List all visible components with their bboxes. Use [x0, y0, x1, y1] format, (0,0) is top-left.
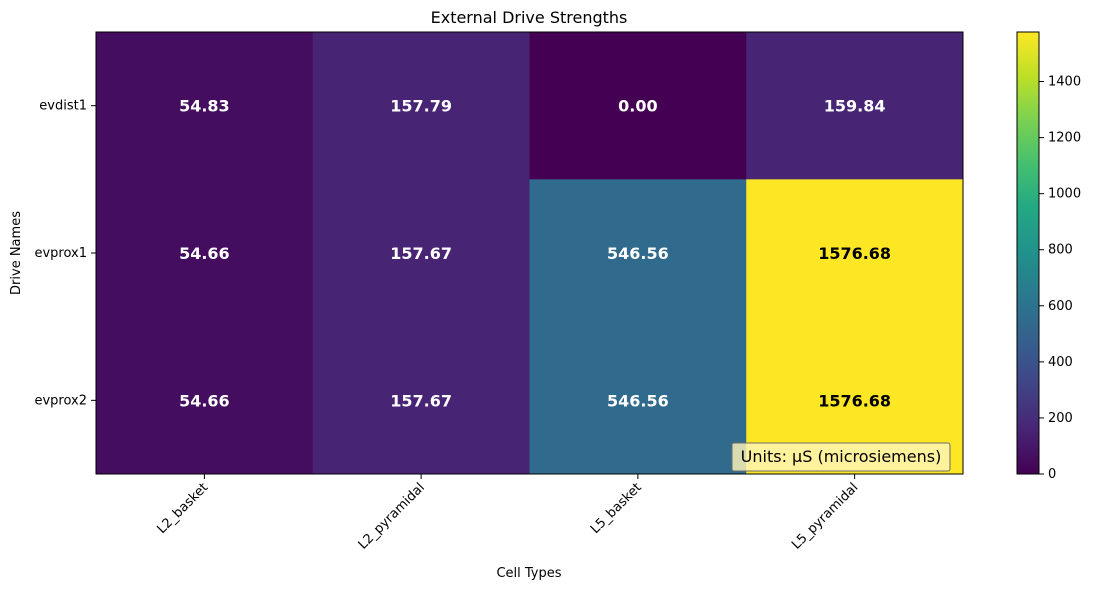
cell-value-label: 54.66 [179, 244, 230, 263]
cell-value-label: 54.66 [179, 391, 230, 410]
units-annotation: Units: μS (microsiemens) [731, 442, 951, 472]
heatmap-cell [529, 32, 747, 180]
colorbar-tick-label: 0 [1048, 467, 1056, 482]
y-tick-label: evprox2 [34, 393, 87, 408]
x-axis: L2_basket L2_pyramidal L5_basket L5_pyramid… [155, 474, 861, 553]
heatmap-cell-labels: 54.83 157.79 0.00 159.84 54.66 157.67 546.56 15… [179, 97, 891, 411]
y-tick-label: evdist1 [39, 99, 87, 114]
units-annotation-box [731, 442, 951, 472]
colorbar [1016, 31, 1040, 475]
colorbar-tick-label: 800 [1048, 243, 1073, 258]
y-axis: evdist1 evprox1 evprox2 [34, 99, 96, 408]
colorbar-ticks: 0 200 400 600 800 1000 1200 1400 [1039, 75, 1081, 482]
cell-value-label: 157.67 [390, 391, 452, 410]
cell-value-label: 157.79 [390, 97, 452, 116]
chart-title: External Drive Strengths [431, 8, 628, 27]
cell-value-label: 1576.68 [818, 391, 891, 410]
cell-value-label: 546.56 [607, 391, 669, 410]
heatmap-cell [746, 179, 964, 328]
cell-value-label: 157.67 [390, 244, 452, 263]
heatmap-cells [96, 32, 964, 475]
colorbar-tick-label: 1200 [1048, 131, 1081, 146]
y-axis-label: Drive Names [9, 211, 24, 295]
heatmap-cell [312, 326, 530, 475]
x-tick-label: L5_pyramidal [789, 480, 861, 552]
colorbar-tick-label: 400 [1048, 355, 1073, 370]
colorbar-tick-label: 200 [1048, 411, 1073, 426]
heatmap-cell [746, 32, 964, 180]
y-tick-label: evprox1 [34, 246, 87, 261]
x-tick-label: L2_basket [155, 480, 212, 537]
heatmap-cell [96, 326, 314, 475]
heatmap-cell [96, 179, 314, 328]
heatmap-cell [529, 179, 747, 328]
heatmap-cell [96, 32, 314, 180]
cell-value-label: 54.83 [179, 97, 230, 116]
heatmap-cell [312, 179, 530, 328]
x-axis-label: Cell Types [496, 566, 561, 581]
colorbar-tick-label: 1400 [1048, 75, 1081, 90]
colorbar-tick-label: 1000 [1048, 187, 1081, 202]
cell-value-label: 546.56 [607, 244, 669, 263]
x-tick-label: L2_pyramidal [356, 480, 428, 552]
cell-value-label: 0.00 [618, 97, 657, 116]
colorbar-tick-label: 600 [1048, 299, 1073, 314]
heatmap-cell [529, 326, 747, 475]
x-tick-label: L5_basket [588, 480, 645, 537]
cell-value-label: 159.84 [824, 97, 886, 116]
units-annotation-text: Units: μS (microsiemens) [741, 447, 942, 466]
heatmap-cell [312, 32, 530, 180]
cell-value-label: 1576.68 [818, 244, 891, 263]
